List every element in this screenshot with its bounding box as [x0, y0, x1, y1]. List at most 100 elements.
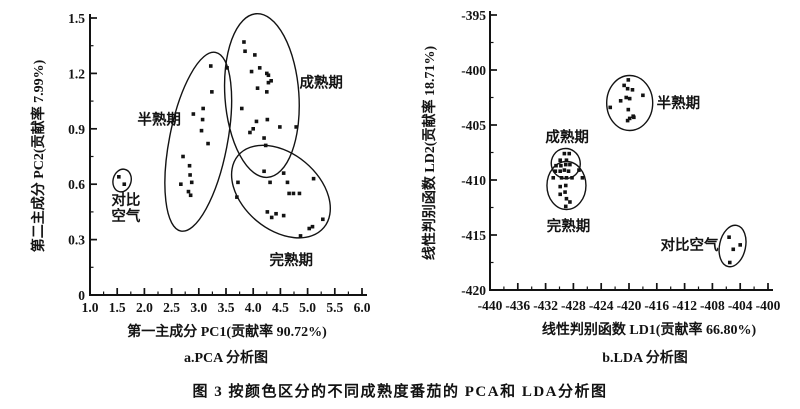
- data-point: [179, 182, 183, 186]
- data-point: [201, 106, 205, 111]
- data-point: [254, 119, 259, 124]
- data-point: [563, 204, 568, 209]
- data-point: [307, 226, 312, 231]
- x-tick-label: 1.0: [82, 300, 99, 315]
- cluster-ellipse: [164, 51, 233, 232]
- data-point: [255, 86, 260, 90]
- cluster-label: 成熟期: [545, 128, 589, 146]
- cluster-ellipse: [546, 160, 587, 211]
- x-tick-label: 1.5: [109, 300, 126, 315]
- data-point: [297, 191, 302, 196]
- data-point: [269, 215, 274, 220]
- cluster-control-air: 对比空气: [111, 168, 141, 225]
- data-point: [564, 196, 569, 201]
- y-tick-label: -415: [461, 228, 486, 243]
- x-tick-label: 6.0: [354, 300, 371, 315]
- cluster-label: 空气: [111, 207, 140, 225]
- data-point: [189, 180, 194, 185]
- x-tick-label: -412: [672, 298, 697, 313]
- cluster-control-air: 对比空气: [660, 224, 747, 268]
- y-axis-label: 线性判别函数 LD2(贡献率 18.71%): [421, 46, 438, 261]
- data-point: [630, 88, 635, 92]
- data-point: [558, 158, 562, 162]
- x-tick-label: -420: [617, 298, 642, 313]
- data-point: [727, 260, 732, 265]
- data-point: [253, 53, 257, 57]
- data-point: [562, 168, 567, 172]
- cluster-label: 成熟期: [299, 74, 343, 92]
- data-point: [570, 176, 574, 180]
- y-tick-label: -420: [461, 283, 486, 298]
- cluster-mature: 成熟期: [545, 128, 589, 180]
- chart-subcaption: b.LDA 分析图: [602, 349, 688, 366]
- cluster-ellipse: [223, 13, 300, 179]
- data-point: [242, 40, 246, 44]
- data-point: [281, 213, 286, 218]
- data-point: [625, 118, 630, 123]
- y-tick-label: -405: [461, 118, 486, 133]
- x-tick-label: 4.5: [272, 300, 289, 315]
- data-point: [117, 175, 121, 179]
- chart-subcaption: a.PCA 分析图: [184, 349, 268, 366]
- data-point: [274, 211, 278, 216]
- x-tick-label: 3.5: [218, 300, 235, 315]
- data-point: [188, 193, 193, 198]
- cluster-half-ripe: 半熟期: [605, 74, 700, 132]
- data-point: [265, 71, 269, 76]
- cluster-fully-ripe: 完熟期: [546, 160, 590, 235]
- data-point: [622, 83, 626, 88]
- data-point: [626, 78, 631, 82]
- data-point: [243, 49, 247, 54]
- data-point: [248, 130, 252, 135]
- data-point: [627, 96, 632, 101]
- x-tick-label: -424: [589, 298, 614, 313]
- data-point: [235, 195, 239, 199]
- cluster-ellipse: [230, 144, 332, 239]
- x-axis-label: 线性判别函数 LD1(贡献率 66.80%): [542, 321, 757, 338]
- data-point: [208, 64, 213, 68]
- data-point: [236, 180, 240, 185]
- data-point: [568, 200, 572, 204]
- data-point: [566, 169, 571, 173]
- data-point: [551, 176, 556, 180]
- data-point: [568, 162, 572, 167]
- data-point: [608, 105, 613, 110]
- data-point: [188, 173, 192, 177]
- x-tick-label: 2.5: [163, 300, 180, 315]
- x-tick-label: 2.0: [136, 300, 153, 315]
- data-point: [562, 151, 567, 156]
- cluster-label: 对比空气: [660, 236, 718, 254]
- data-point: [239, 106, 244, 111]
- figure-caption: 图 3 按颜色区分的不同成熟度番茄的 PCA和 LDA分析图: [192, 384, 608, 400]
- y-tick-label: -410: [461, 173, 486, 188]
- data-point: [311, 176, 316, 181]
- data-point: [281, 171, 286, 175]
- data-point: [731, 247, 736, 252]
- data-point: [285, 180, 290, 185]
- cluster-ellipse: [550, 147, 581, 180]
- data-point: [210, 90, 214, 94]
- x-tick-label: 5.5: [326, 300, 343, 315]
- data-point: [559, 163, 563, 168]
- cluster-ellipse: [718, 224, 747, 268]
- data-point: [294, 125, 298, 129]
- data-point: [567, 151, 572, 156]
- data-point: [266, 80, 271, 85]
- y-tick-label: 0: [78, 288, 85, 303]
- x-tick-label: -436: [505, 298, 530, 313]
- data-point: [625, 86, 630, 91]
- x-tick-label: -404: [728, 298, 753, 313]
- data-point: [206, 141, 210, 146]
- chart-pca: 1.0 1.5 2.0 2.5 3.0 3.5 4.0 4.5 5.0 5.5 6.0 0 0.3 0.6…: [30, 11, 371, 366]
- y-tick-label: 1.2: [68, 66, 85, 81]
- data-point: [321, 217, 325, 222]
- x-tick-label: -432: [533, 298, 558, 313]
- data-point: [265, 117, 270, 122]
- data-point: [558, 184, 562, 189]
- data-point: [262, 169, 266, 174]
- data-point: [191, 112, 196, 116]
- data-point: [262, 136, 266, 140]
- cluster-label: 半熟期: [137, 111, 181, 129]
- data-point: [564, 176, 569, 180]
- data-point: [563, 162, 568, 167]
